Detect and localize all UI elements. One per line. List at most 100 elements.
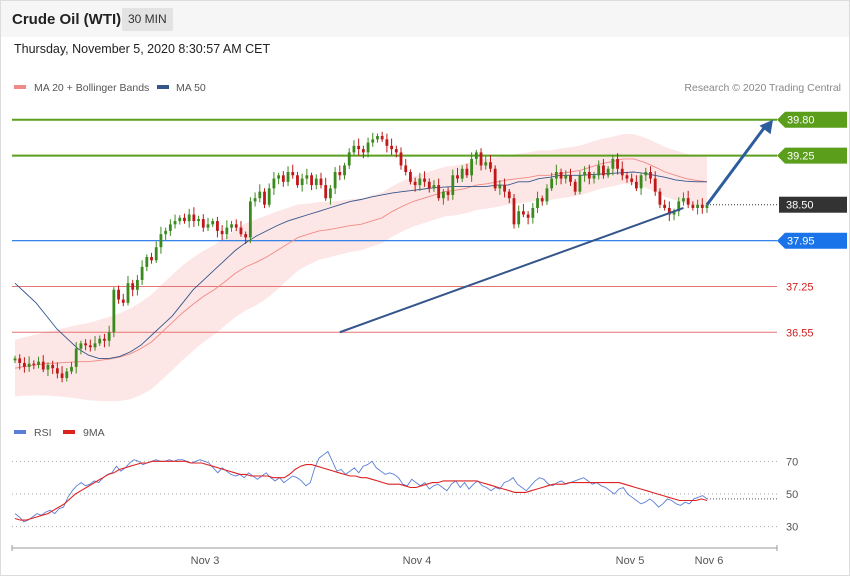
candle xyxy=(432,180,436,192)
candle xyxy=(578,171,582,195)
resistance-tag xyxy=(777,111,847,128)
candle xyxy=(168,219,172,236)
candle-body xyxy=(23,362,26,367)
candle xyxy=(427,178,431,193)
candle xyxy=(178,215,182,225)
rsi-series-rsi xyxy=(14,450,708,523)
candle-body xyxy=(216,221,219,231)
candle-body xyxy=(135,279,139,290)
candle-body xyxy=(569,175,572,182)
candle-body xyxy=(281,175,285,182)
candle-body xyxy=(427,181,431,189)
candle-body xyxy=(667,207,671,215)
candle xyxy=(611,154,615,176)
candle-body xyxy=(554,172,558,179)
candle-body xyxy=(13,358,17,361)
candle-body xyxy=(145,257,149,267)
candle-body xyxy=(112,289,116,333)
candle-body xyxy=(380,136,384,140)
projection-arrow-head xyxy=(759,119,773,135)
candle xyxy=(503,178,506,198)
candle-body xyxy=(672,211,676,215)
candle xyxy=(512,193,516,229)
legend-swatch-9ma xyxy=(63,430,75,434)
candle xyxy=(46,362,50,377)
candle xyxy=(573,179,577,196)
candle-body xyxy=(258,191,262,199)
candle-body xyxy=(55,368,59,374)
candle xyxy=(18,354,22,370)
candle-body xyxy=(376,136,379,140)
candle-body xyxy=(197,219,200,222)
candle xyxy=(23,357,26,373)
candle-body xyxy=(696,204,699,208)
legend-label-rsi: RSI xyxy=(34,427,52,439)
candle xyxy=(154,241,158,263)
candle xyxy=(649,166,652,184)
candle-body xyxy=(173,221,177,225)
candle xyxy=(536,191,539,213)
candle-body xyxy=(103,338,106,341)
support-label: 37.25 xyxy=(786,281,814,293)
candle-body xyxy=(606,168,610,176)
candle xyxy=(385,133,389,153)
candle xyxy=(376,133,379,143)
header-bar: Crude Oil (WTI) 30 MIN xyxy=(1,1,849,37)
level-36.55: 36.55 xyxy=(12,327,814,339)
candle xyxy=(187,208,191,228)
candle-body xyxy=(441,191,445,199)
candle xyxy=(126,275,130,306)
candle-body xyxy=(314,178,318,186)
candle xyxy=(74,342,78,374)
candle-body xyxy=(512,198,516,225)
candle-body xyxy=(93,343,97,348)
timeframe-badge[interactable]: 30 MIN xyxy=(122,8,173,31)
candle xyxy=(65,368,69,382)
candle-body xyxy=(159,234,163,248)
candle xyxy=(253,192,257,207)
candle-body xyxy=(117,289,120,300)
candle xyxy=(121,293,125,307)
candle-body xyxy=(291,172,295,176)
candle xyxy=(93,336,97,351)
candle xyxy=(409,169,412,185)
candle xyxy=(267,183,271,208)
candle xyxy=(691,201,695,211)
candle xyxy=(456,167,459,183)
candle xyxy=(173,214,177,229)
candle-body xyxy=(456,175,459,179)
candle xyxy=(474,149,478,165)
candle-body xyxy=(366,142,370,153)
candle-body xyxy=(357,145,361,150)
candle xyxy=(489,154,492,173)
candle xyxy=(366,137,370,158)
candle xyxy=(84,339,88,351)
candle-body xyxy=(88,345,92,348)
candle xyxy=(159,226,163,254)
candle xyxy=(658,188,662,209)
candle xyxy=(333,167,337,195)
rsi-tick-label: 50 xyxy=(786,489,798,501)
candle-body xyxy=(465,168,469,176)
candle-body xyxy=(460,168,464,179)
candle xyxy=(281,171,285,187)
candle-body xyxy=(140,266,144,280)
resistance-tag xyxy=(777,147,847,164)
candle xyxy=(164,227,168,240)
legend-label-9ma: 9MA xyxy=(83,427,105,439)
candle-body xyxy=(253,198,257,202)
candle-body xyxy=(649,172,652,179)
candle-body xyxy=(361,149,365,153)
candle xyxy=(140,260,144,285)
candle-body xyxy=(385,139,389,146)
candle xyxy=(569,168,572,187)
candle-body xyxy=(352,145,356,153)
candle xyxy=(239,221,243,237)
candle-body xyxy=(611,158,615,169)
candle-body xyxy=(18,358,22,363)
candle-body xyxy=(573,181,577,192)
candle xyxy=(70,361,73,375)
candle xyxy=(606,166,610,178)
candle xyxy=(135,274,139,296)
candle xyxy=(507,189,511,204)
